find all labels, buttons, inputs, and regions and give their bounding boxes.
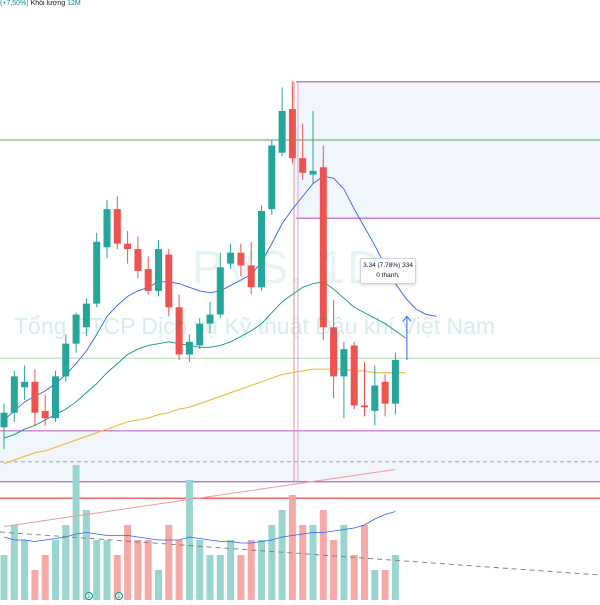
volume-bar-38 xyxy=(391,555,399,600)
volume-bar-19 xyxy=(196,540,204,600)
volume-bar-36 xyxy=(371,570,379,600)
volume-bar-29 xyxy=(299,525,307,600)
range-zone-lower xyxy=(0,430,600,482)
volume-bar-30 xyxy=(309,525,317,600)
range-zone-upper xyxy=(296,81,600,219)
candle-body-31 xyxy=(319,167,327,328)
candle-body-2 xyxy=(21,381,29,388)
volume-trend-dashed xyxy=(0,531,600,576)
volume-bar-14 xyxy=(144,540,152,600)
volume-bar-0 xyxy=(0,555,8,600)
volume-bar-23 xyxy=(237,555,245,600)
watermark-company: Tổng CTCP Dịch vụ Kỹ thuật Dầu khí Việt … xyxy=(14,313,496,339)
candle-body-1 xyxy=(10,376,18,413)
volume-bar-27 xyxy=(278,510,286,600)
candle-body-4 xyxy=(41,410,49,419)
volume-bar-6 xyxy=(62,525,70,600)
volume-ma-line xyxy=(3,511,396,544)
volume-value: 12M xyxy=(67,0,81,7)
volume-bar-16 xyxy=(165,525,173,600)
volume-bar-12 xyxy=(124,525,132,600)
candle-body-15 xyxy=(155,249,162,291)
candle-body-17 xyxy=(175,307,183,355)
legend-bar: (+7,50%) Khối lượng 12M xyxy=(0,0,81,8)
volume-bar-33 xyxy=(340,525,348,600)
candle-body-30 xyxy=(309,170,317,175)
candle-body-23 xyxy=(237,252,245,266)
measure-change: 3.34 (7.78%) 334 xyxy=(363,262,413,269)
volume-bar-25 xyxy=(258,540,265,600)
candle-body-38 xyxy=(391,360,399,404)
volume-bar-2 xyxy=(21,540,29,600)
candle-body-7 xyxy=(72,314,80,344)
candle-body-10 xyxy=(103,209,111,248)
volume-bar-11 xyxy=(113,555,121,600)
volume-ma-long-line xyxy=(3,469,396,527)
volume-bar-7 xyxy=(72,465,80,600)
volume-bar-1 xyxy=(10,525,18,600)
candle-body-34 xyxy=(350,345,358,406)
volume-bar-26 xyxy=(268,525,276,600)
candle-body-33 xyxy=(340,349,348,377)
candle-body-16 xyxy=(165,254,173,308)
candle-body-14 xyxy=(144,269,152,291)
volume-bar-3 xyxy=(31,570,39,600)
volume-bar-22 xyxy=(227,540,235,600)
event-marker-2[interactable]: E xyxy=(115,592,123,600)
candle-body-27 xyxy=(278,110,286,153)
measure-arrow-head xyxy=(402,315,412,322)
volume-bar-18 xyxy=(185,480,193,600)
candle-body-12 xyxy=(124,243,132,250)
volume-bar-17 xyxy=(175,540,183,600)
volume-bar-5 xyxy=(52,540,59,600)
volume-bar-13 xyxy=(134,540,142,600)
candle-body-20 xyxy=(206,314,214,324)
candle-body-8 xyxy=(82,303,90,328)
candle-body-28 xyxy=(288,109,296,159)
volume-bar-24 xyxy=(247,540,255,600)
candle-body-26 xyxy=(268,145,276,210)
volume-bar-34 xyxy=(350,555,358,600)
watermark-symbol: PVS, 1D xyxy=(192,241,383,293)
candle-body-6 xyxy=(62,343,70,377)
measure-tooltip[interactable]: 3.34 (7.78%) 334 0 thanh, xyxy=(360,258,416,284)
candle-body-22 xyxy=(227,252,235,264)
candle-body-29 xyxy=(299,158,307,173)
volume-bar-10 xyxy=(103,540,111,600)
candle-body-36 xyxy=(371,385,379,411)
candle-body-35 xyxy=(361,405,368,408)
volume-bar-20 xyxy=(206,555,214,600)
volume-bar-28 xyxy=(288,495,296,600)
measure-bars: 0 thanh, xyxy=(376,272,400,279)
volume-bar-9 xyxy=(93,540,101,600)
candle-body-19 xyxy=(196,323,204,346)
volume-label: Khối lượng xyxy=(30,0,66,7)
volume-bar-21 xyxy=(216,555,224,600)
volume-bar-15 xyxy=(155,570,162,600)
volume-bar-35 xyxy=(361,525,368,600)
candle-body-9 xyxy=(93,241,101,304)
candle-body-18 xyxy=(185,341,193,355)
candle-body-24 xyxy=(247,265,255,288)
volume-bar-37 xyxy=(381,570,389,600)
candle-body-3 xyxy=(31,381,39,413)
candle-body-0 xyxy=(0,412,8,428)
candle-body-37 xyxy=(381,381,389,404)
candle-body-5 xyxy=(52,376,59,419)
ma-green-line xyxy=(3,281,406,439)
ma-yellow-line xyxy=(3,368,406,465)
volume-bar-32 xyxy=(330,540,338,600)
event-marker-1[interactable]: E xyxy=(85,592,93,600)
candle-body-13 xyxy=(134,249,142,271)
candle-body-25 xyxy=(258,210,265,288)
candle-body-11 xyxy=(113,209,121,244)
volume-bar-8 xyxy=(82,510,90,600)
price-change: (+7,50%) xyxy=(0,0,29,7)
volume-bar-4 xyxy=(41,555,49,600)
candle-body-32 xyxy=(330,327,338,377)
candle-body-21 xyxy=(216,267,224,315)
